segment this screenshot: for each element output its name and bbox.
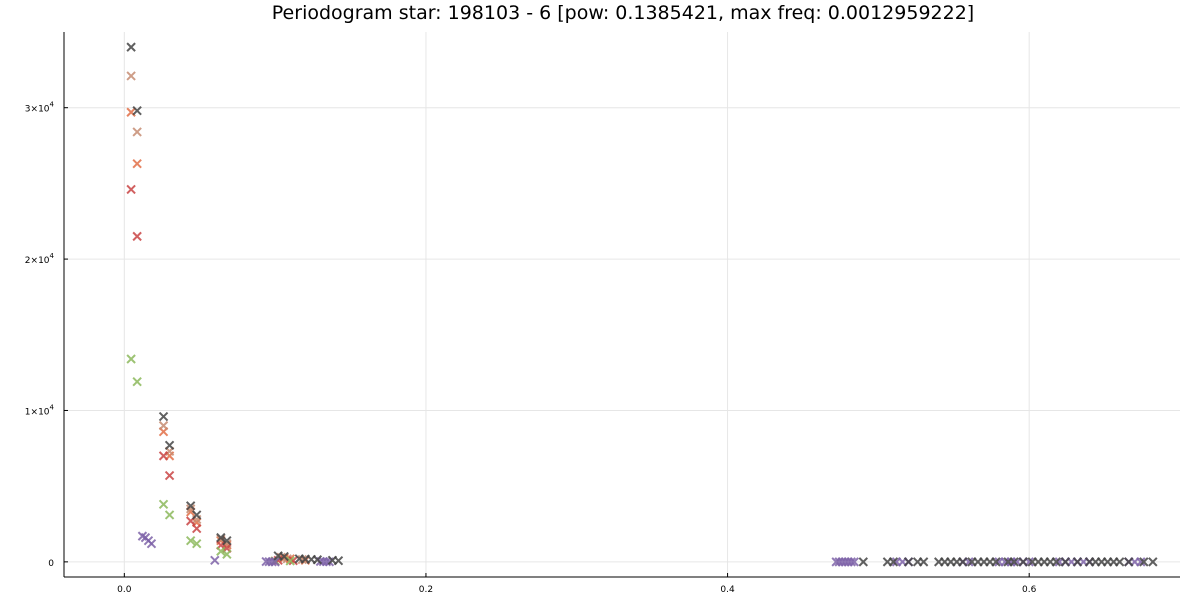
data-point bbox=[1060, 557, 1071, 567]
x-tick-label: 0.0 bbox=[117, 585, 132, 595]
data-point bbox=[1139, 557, 1149, 567]
data-point bbox=[132, 159, 142, 169]
data-point bbox=[185, 501, 196, 511]
data-point bbox=[132, 231, 142, 242]
data-point bbox=[888, 557, 899, 567]
y-tick-mantissa: 3×10 bbox=[25, 105, 50, 115]
data-point bbox=[958, 557, 968, 567]
data-points-layer bbox=[126, 42, 1158, 567]
x-tick-label: 0.2 bbox=[419, 585, 433, 595]
data-point bbox=[132, 127, 142, 137]
data-point bbox=[1114, 557, 1125, 567]
data-point bbox=[126, 184, 136, 195]
data-point bbox=[132, 377, 142, 387]
data-point bbox=[192, 523, 202, 534]
data-point bbox=[991, 557, 1001, 567]
grid-layer bbox=[64, 32, 1180, 577]
data-point bbox=[210, 555, 220, 566]
data-point bbox=[185, 535, 196, 546]
data-point bbox=[158, 451, 169, 461]
data-point bbox=[1136, 557, 1146, 567]
y-tick-mantissa: 1×10 bbox=[25, 407, 50, 417]
y-tick-mantissa: 2×10 bbox=[25, 256, 50, 266]
data-point bbox=[279, 551, 289, 562]
data-point bbox=[146, 538, 157, 549]
chart-title: Periodogram star: 198103 - 6 [pow: 0.138… bbox=[272, 2, 974, 24]
data-point bbox=[1051, 557, 1062, 567]
y-tick-label: 1×104 bbox=[25, 403, 55, 417]
data-point bbox=[216, 532, 226, 543]
data-point bbox=[1072, 557, 1083, 567]
data-point bbox=[222, 535, 232, 546]
series-1 bbox=[126, 71, 307, 565]
data-point bbox=[1009, 557, 1019, 567]
data-point bbox=[333, 555, 344, 566]
data-point bbox=[903, 557, 914, 567]
x-tick-label: 0.4 bbox=[720, 585, 735, 595]
x-tick-label: 0.6 bbox=[1022, 585, 1037, 595]
data-point bbox=[846, 557, 856, 567]
data-point bbox=[192, 538, 202, 549]
y-tick-mantissa: 0 bbox=[48, 559, 54, 569]
data-point bbox=[164, 440, 175, 450]
data-point bbox=[1018, 557, 1028, 567]
data-point bbox=[192, 510, 202, 520]
data-point bbox=[158, 420, 169, 431]
y-tick-exponent: 4 bbox=[50, 252, 55, 260]
data-point bbox=[297, 554, 307, 565]
data-point bbox=[164, 470, 175, 481]
data-point bbox=[270, 557, 280, 567]
series-3 bbox=[126, 354, 295, 566]
series-0 bbox=[126, 107, 311, 566]
data-point bbox=[126, 354, 136, 364]
y-tick-exponent: 4 bbox=[50, 101, 55, 109]
data-point bbox=[158, 411, 169, 422]
data-point bbox=[858, 557, 869, 567]
data-point bbox=[1124, 557, 1134, 567]
data-point bbox=[132, 106, 142, 116]
y-tick-label: 2×104 bbox=[25, 252, 55, 266]
y-tick-label: 3×104 bbox=[25, 101, 55, 115]
axes-layer bbox=[63, 32, 1180, 578]
data-point bbox=[216, 546, 226, 556]
data-point bbox=[918, 557, 929, 567]
data-point bbox=[126, 42, 136, 52]
y-tick-label: 0 bbox=[48, 559, 54, 569]
data-point bbox=[1148, 557, 1158, 567]
series-2 bbox=[126, 184, 298, 566]
data-point bbox=[158, 499, 169, 510]
data-point bbox=[222, 549, 232, 559]
data-point bbox=[285, 556, 295, 566]
data-point bbox=[849, 557, 859, 567]
data-point bbox=[312, 555, 323, 565]
y-tick-exponent: 4 bbox=[50, 403, 55, 411]
data-point bbox=[126, 71, 136, 81]
data-point bbox=[164, 510, 175, 520]
series-5 bbox=[126, 42, 1158, 567]
